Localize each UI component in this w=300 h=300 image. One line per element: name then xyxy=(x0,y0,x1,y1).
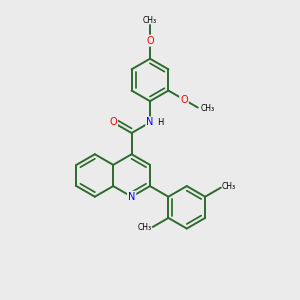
Text: CH₃: CH₃ xyxy=(222,182,236,191)
Text: N: N xyxy=(146,117,154,128)
Text: O: O xyxy=(180,94,188,105)
Text: O: O xyxy=(110,117,117,128)
Text: CH₃: CH₃ xyxy=(200,104,214,113)
Text: H: H xyxy=(157,118,163,127)
Text: CH₃: CH₃ xyxy=(143,16,157,25)
Text: CH₃: CH₃ xyxy=(137,223,152,232)
Text: N: N xyxy=(128,192,135,202)
Text: O: O xyxy=(146,36,154,46)
